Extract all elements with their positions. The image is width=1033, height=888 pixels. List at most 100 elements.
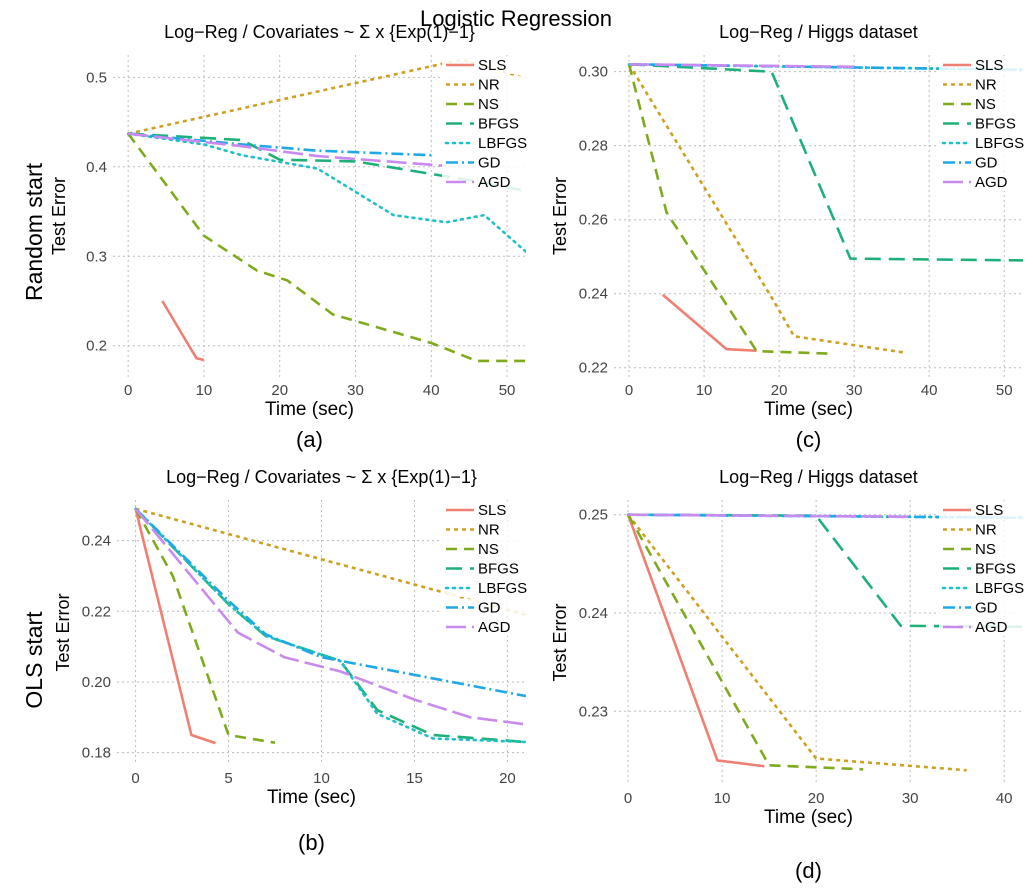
x-tick-label: 20	[499, 770, 516, 787]
panel-title-b: Log−Reg / Covariates ~ Σ x {Exp(1)−1}	[166, 467, 477, 487]
series-line-agd	[134, 507, 526, 726]
legend-bg	[442, 75, 526, 94]
legend-label-bfgs: BFGS	[478, 116, 519, 133]
legend-bg	[442, 153, 526, 172]
legend-bg	[939, 520, 1023, 539]
legend-label-agd: AGD	[478, 174, 511, 191]
legend-label-agd: AGD	[975, 174, 1008, 191]
series-line-nr	[627, 513, 967, 772]
legend-bg	[442, 520, 526, 539]
x-tick-label: 5	[224, 770, 232, 787]
y-tick-label: 0.5	[86, 69, 107, 86]
y-tick-label: 0.24	[579, 605, 608, 622]
series-line-sls	[134, 508, 216, 745]
series-line-sls	[161, 300, 205, 362]
y-tick-label: 0.26	[579, 212, 608, 229]
figure-title: Logistic Regression	[420, 6, 612, 31]
x-tick-label: 40	[996, 790, 1013, 807]
series-line-gd	[134, 507, 526, 698]
y-tick-label: 0.24	[579, 286, 608, 303]
legend-label-ns: NS	[478, 96, 499, 113]
series-line-agd	[628, 63, 855, 69]
series-line-sls	[661, 293, 757, 352]
series-line-nr	[135, 507, 526, 617]
legend-bg	[939, 134, 1023, 152]
x-axis-label: Time (sec)	[764, 807, 853, 828]
x-tick-label: 20	[271, 382, 288, 399]
y-tick-label: 0.24	[82, 533, 111, 550]
panel-a: Log−Reg / Covariates ~ Σ x {Exp(1)−1} 0 10…	[49, 22, 527, 452]
legend-bg	[442, 134, 526, 152]
x-tick-label: 30	[347, 382, 364, 399]
legend-bg	[939, 540, 1023, 558]
x-tick-label: 40	[423, 382, 440, 399]
y-tick-label: 0.2	[86, 338, 107, 355]
legend-label-lbfgs: LBFGS	[478, 135, 527, 152]
x-tick-label: 50	[996, 382, 1013, 399]
legend-label-ns: NS	[478, 541, 499, 558]
legend-label-gd: GD	[975, 600, 998, 617]
panel-label-d: (d)	[795, 858, 822, 883]
legend-bg	[939, 579, 1023, 597]
legend-bg	[442, 56, 526, 74]
y-axis-label: Test Error	[49, 177, 69, 255]
legend-label-agd: AGD	[478, 619, 511, 636]
panel-title-c: Log−Reg / Higgs dataset	[719, 22, 918, 42]
y-tick-label: 0.22	[579, 360, 608, 377]
panel-title-d: Log−Reg / Higgs dataset	[719, 467, 918, 487]
x-tick-label: 0	[625, 382, 633, 399]
legend-label-sls: SLS	[975, 502, 1003, 519]
panel-d: Log−Reg / Higgs dataset 0 10 20 30 40 0.23 0.24…	[550, 467, 1024, 883]
legend-bg	[442, 173, 526, 191]
row-label-ols-start: OLS start	[21, 611, 47, 709]
x-tick-label: 30	[902, 790, 919, 807]
series-line-bfgs	[128, 132, 526, 193]
legend-bg	[939, 95, 1023, 113]
x-tick-label: 0	[624, 790, 632, 807]
legend-label-sls: SLS	[478, 502, 506, 519]
legend-bg	[442, 598, 526, 617]
y-tick-label: 0.20	[82, 674, 111, 691]
series-line-nr	[627, 63, 907, 355]
x-tick-label: 0	[131, 770, 139, 787]
legend-label-nr: NR	[975, 522, 997, 539]
x-tick-label: 15	[406, 770, 423, 787]
row-label-random-start: Random start	[21, 162, 47, 301]
legend-label-bfgs: BFGS	[975, 116, 1016, 133]
series-line-agd	[128, 132, 447, 168]
series-line-ns	[626, 514, 864, 771]
legend-bg	[939, 75, 1023, 94]
legend-bg	[939, 153, 1023, 172]
y-tick-label: 0.25	[579, 507, 608, 524]
legend-label-sls: SLS	[478, 57, 506, 74]
legend-label-gd: GD	[478, 600, 501, 617]
legend-bg	[442, 618, 526, 636]
series-line-lbfgs	[134, 507, 526, 744]
legend-label-nr: NR	[478, 77, 500, 94]
y-tick-label: 0.18	[82, 745, 111, 762]
legend-label-agd: AGD	[975, 619, 1008, 636]
x-tick-label: 10	[313, 770, 330, 787]
y-tick-label: 0.30	[579, 64, 608, 81]
series-line-ns	[127, 132, 526, 363]
legend-bg	[442, 114, 526, 133]
legend-label-bfgs: BFGS	[975, 561, 1016, 578]
series-line-bfgs	[628, 63, 1023, 262]
legend-label-gd: GD	[975, 155, 998, 172]
series-line-agd	[628, 513, 911, 518]
y-tick-label: 0.4	[86, 159, 107, 176]
x-tick-label: 10	[714, 790, 731, 807]
legend-bg	[442, 95, 526, 113]
series-line-ns	[627, 63, 832, 355]
y-axis-label: Test Error	[53, 593, 73, 671]
x-axis-label: Time (sec)	[764, 399, 853, 420]
legend-bg	[939, 618, 1023, 636]
y-axis-label: Test Error	[550, 177, 570, 255]
x-tick-label: 30	[846, 382, 863, 399]
panel-label-c: (c)	[796, 427, 822, 452]
y-tick-label: 0.3	[86, 248, 107, 265]
x-tick-label: 20	[808, 790, 825, 807]
legend-label-ns: NS	[975, 96, 996, 113]
panel-label-b: (b)	[298, 830, 325, 855]
